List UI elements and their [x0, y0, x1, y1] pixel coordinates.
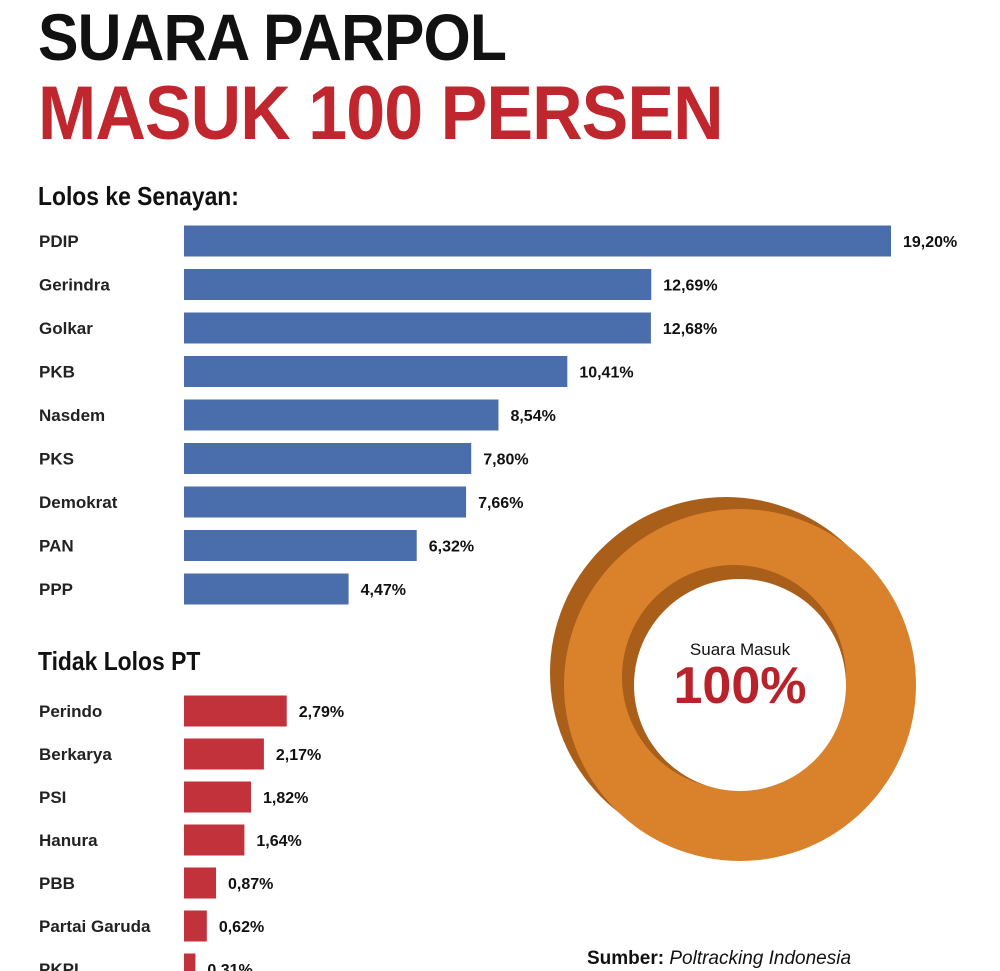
chart-title-line2: MASUK 100 PERSEN: [38, 71, 724, 156]
not-qualified-bar: [184, 781, 252, 813]
qualified-bar: [184, 312, 651, 344]
not-qualified-value-label: 0,87%: [228, 876, 273, 893]
not-qualified-bar: [184, 695, 287, 727]
not-qualified-category-label: PKPI: [39, 960, 79, 971]
qualified-category-label: PDIP: [39, 232, 79, 251]
section-title-qualified: Lolos ke Senayan:: [38, 181, 239, 211]
not-qualified-category-label: PSI: [39, 788, 66, 807]
not-qualified-value-label: 2,79%: [299, 704, 344, 721]
donut-caption: Suara Masuk: [690, 640, 791, 659]
source-label: Sumber:: [587, 948, 665, 969]
qualified-value-label: 10,41%: [579, 365, 633, 382]
source-value: Poltracking Indonesia: [669, 948, 852, 969]
not-qualified-category-label: PBB: [39, 874, 75, 893]
qualified-value-label: 19,20%: [903, 234, 957, 251]
qualified-category-label: PKS: [39, 450, 74, 469]
qualified-bar: [184, 443, 472, 474]
qualified-bar: [184, 356, 568, 387]
not-qualified-bar: [184, 738, 264, 770]
not-qualified-bar: [184, 910, 207, 942]
qualified-bar: [184, 530, 417, 561]
qualified-bar: [184, 573, 349, 605]
not-qualified-value-label: 2,17%: [276, 747, 321, 764]
qualified-bar: [184, 269, 652, 300]
qualified-category-label: PAN: [39, 537, 74, 556]
qualified-value-label: 8,54%: [510, 408, 555, 425]
source-note: Sumber: Poltracking Indonesia: [587, 948, 851, 970]
not-qualified-category-label: Berkarya: [39, 745, 112, 764]
donut-value: 100%: [674, 657, 807, 715]
not-qualified-value-label: 0,62%: [219, 919, 264, 936]
not-qualified-value-label: 1,82%: [263, 790, 308, 807]
qualified-bar: [184, 486, 467, 518]
qualified-value-label: 4,47%: [361, 582, 406, 599]
qualified-category-label: Demokrat: [39, 493, 118, 512]
not-qualified-value-label: 0,31%: [207, 962, 252, 971]
qualified-category-label: Gerindra: [39, 276, 110, 295]
not-qualified-category-label: Hanura: [39, 831, 98, 850]
not-qualified-bar: [184, 824, 245, 856]
qualified-value-label: 12,69%: [663, 278, 717, 295]
not-qualified-category-label: Perindo: [39, 702, 102, 721]
qualified-value-label: 12,68%: [663, 321, 717, 338]
qualified-bar: [184, 399, 499, 431]
not-qualified-bar: [184, 953, 196, 971]
qualified-category-label: PPP: [39, 580, 73, 599]
not-qualified-value-label: 1,64%: [256, 833, 301, 850]
qualified-category-label: Nasdem: [39, 406, 105, 425]
section-title-not-qualified: Tidak Lolos PT: [38, 646, 201, 676]
not-qualified-category-label: Partai Garuda: [39, 917, 151, 936]
donut-hole: [634, 579, 846, 791]
not-qualified-bar: [184, 867, 217, 899]
qualified-value-label: 7,66%: [478, 495, 523, 512]
chart-title-line1: SUARA PARPOL: [38, 0, 507, 74]
qualified-category-label: PKB: [39, 363, 75, 382]
qualified-bar: [184, 225, 891, 257]
qualified-category-label: Golkar: [39, 319, 93, 338]
qualified-value-label: 7,80%: [483, 452, 528, 469]
qualified-value-label: 6,32%: [429, 539, 474, 556]
